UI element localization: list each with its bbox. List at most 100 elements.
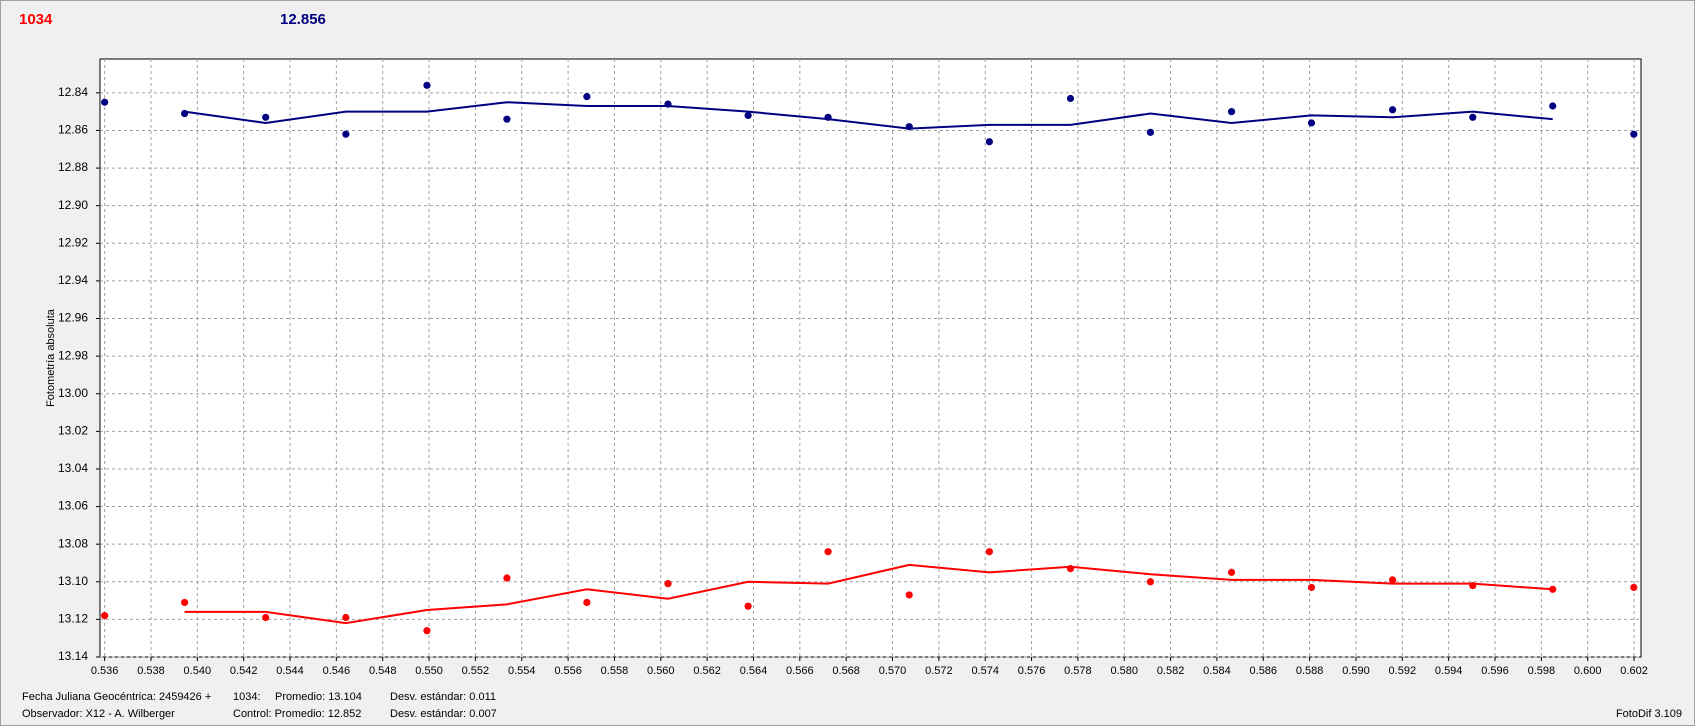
data-point [342, 130, 350, 138]
data-point [1066, 565, 1075, 573]
x-tick-label: 0.582 [1157, 665, 1185, 677]
x-tick-label: 0.588 [1296, 665, 1324, 677]
data-point [342, 613, 350, 622]
x-tick-label: 0.568 [832, 665, 860, 677]
x-tick-label: 0.552 [462, 665, 490, 677]
x-tick-label: 0.578 [1064, 665, 1092, 677]
y-tick-label: 13.06 [58, 499, 88, 513]
footer-text: Observador: X12 - A. Wilberger [22, 708, 175, 720]
x-tick-label: 0.538 [137, 665, 165, 677]
data-point [1066, 94, 1075, 103]
data-point [824, 548, 832, 556]
legend-entry: 1034 [19, 11, 53, 28]
data-point [101, 98, 109, 106]
x-tick-label: 0.594 [1435, 665, 1463, 677]
y-tick-label: 12.98 [58, 348, 88, 362]
data-point [180, 598, 189, 607]
footer-text: 1034: [233, 691, 261, 703]
data-point [1630, 583, 1638, 592]
x-tick-label: 0.540 [184, 665, 212, 677]
data-point [1630, 130, 1638, 138]
x-tick-label: 0.564 [740, 665, 768, 677]
y-axis-label: Fotometría absoluta [45, 308, 57, 407]
x-tick-label: 0.550 [415, 665, 443, 677]
footer-text: Control: Promedio: 12.852 [233, 708, 361, 720]
x-tick-label: 0.556 [554, 665, 582, 677]
data-point [423, 627, 431, 635]
y-tick-label: 13.08 [58, 536, 88, 550]
data-point [503, 574, 511, 582]
y-tick-label: 12.96 [58, 311, 88, 325]
y-tick-label: 13.14 [58, 649, 88, 663]
trend-line [184, 101, 1553, 130]
y-tick-label: 13.10 [58, 574, 88, 588]
data-point [503, 115, 511, 123]
x-tick-label: 0.548 [369, 665, 397, 677]
data-point [985, 138, 993, 146]
footer-text: Desv. estándar: 0.011 [390, 691, 496, 703]
data-point [101, 612, 109, 620]
data-point [262, 613, 270, 622]
x-tick-label: 0.572 [925, 665, 953, 677]
x-tick-label: 0.580 [1110, 665, 1138, 677]
data-point [905, 591, 913, 599]
footer-text: Desv. estándar: 0.007 [390, 708, 497, 720]
y-tick-label: 12.90 [58, 198, 88, 212]
y-tick-label: 13.02 [58, 424, 88, 438]
x-tick-label: 0.570 [879, 665, 907, 677]
data-point [664, 100, 672, 108]
y-tick-label: 12.86 [58, 123, 88, 137]
data-point [583, 93, 591, 101]
x-tick-label: 0.546 [323, 665, 351, 677]
footer-text: FotoDif 3.109 [1616, 708, 1682, 720]
data-point [180, 109, 189, 118]
x-tick-label: 0.598 [1528, 665, 1556, 677]
x-tick-label: 0.554 [508, 665, 536, 677]
data-point [1227, 568, 1236, 576]
data-point [262, 113, 270, 121]
x-tick-label: 0.574 [971, 665, 999, 677]
y-tick-label: 12.88 [58, 160, 88, 174]
data-point [1388, 106, 1397, 114]
x-tick-label: 0.600 [1574, 665, 1602, 677]
y-tick-label: 12.94 [58, 273, 88, 287]
x-tick-label: 0.576 [1018, 665, 1046, 677]
data-point [1307, 583, 1316, 592]
data-point [905, 123, 913, 131]
x-tick-label: 0.542 [230, 665, 258, 677]
data-point [985, 548, 993, 556]
x-tick-label: 0.562 [693, 665, 721, 677]
footer-text: Fecha Juliana Geocéntrica: 2459426 + [22, 691, 211, 703]
x-tick-label: 0.590 [1342, 665, 1370, 677]
trend-line [184, 563, 1553, 625]
plot-area [99, 58, 1642, 658]
y-tick-label: 12.92 [58, 235, 88, 249]
data-point [824, 113, 832, 121]
data-point [423, 81, 431, 89]
x-tick-label: 0.566 [786, 665, 814, 677]
y-tick-label: 12.84 [58, 85, 88, 99]
x-tick-label: 0.602 [1620, 665, 1648, 677]
y-tick-label: 13.00 [58, 386, 88, 400]
x-tick-label: 0.592 [1389, 665, 1417, 677]
x-tick-label: 0.560 [647, 665, 675, 677]
legend-entry: 12.856 [280, 11, 326, 28]
x-tick-label: 0.596 [1481, 665, 1509, 677]
data-point [1469, 581, 1477, 590]
data-point [1388, 576, 1397, 584]
data-point [1146, 128, 1155, 136]
data-point [1227, 108, 1236, 116]
footer-text: Promedio: 13.104 [275, 691, 362, 703]
y-tick-label: 13.12 [58, 612, 88, 626]
data-point [1469, 113, 1477, 121]
data-point [1146, 578, 1155, 586]
x-tick-label: 0.584 [1203, 665, 1231, 677]
x-tick-label: 0.536 [91, 665, 119, 677]
x-tick-label: 0.558 [601, 665, 629, 677]
data-point [744, 111, 752, 120]
data-point [1307, 119, 1316, 127]
y-tick-label: 13.04 [58, 461, 88, 475]
x-tick-label: 0.544 [276, 665, 304, 677]
data-point [1549, 585, 1557, 593]
